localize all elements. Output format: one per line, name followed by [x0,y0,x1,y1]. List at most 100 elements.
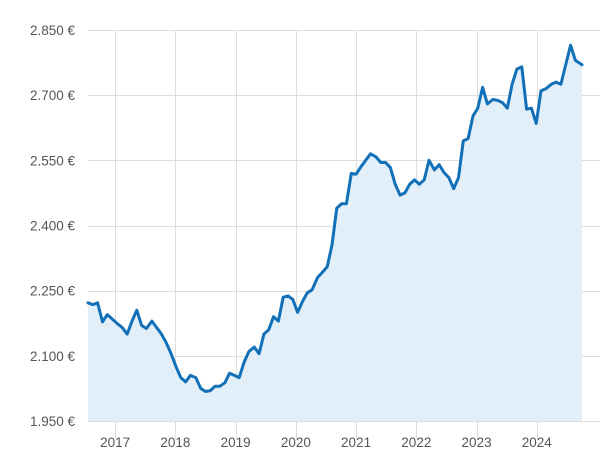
x-tick-label: 2018 [160,435,190,450]
data-point [268,329,270,331]
data-point [486,103,488,105]
data-point [301,300,303,302]
x-tick-label: 2023 [462,435,492,450]
data-point [443,171,445,173]
x-tick-label: 2022 [401,435,431,450]
data-point [263,333,265,335]
data-point [184,381,186,383]
data-point [462,140,464,142]
data-point [233,374,235,376]
data-point [131,320,133,322]
x-tick-label: 2017 [100,435,130,450]
data-point [540,90,542,92]
data-point [248,350,250,352]
data-point [228,372,230,374]
data-point [111,318,113,320]
y-tick-label: 2.250 € [30,284,76,299]
data-point [195,376,197,378]
data-point [457,177,459,179]
data-point [180,376,182,378]
data-point [438,164,440,166]
data-point [92,303,94,305]
data-point [481,86,483,88]
x-tick-label: 2020 [281,435,311,450]
series-line [86,43,584,393]
data-point [360,166,362,168]
data-point [511,83,513,85]
data-point [253,346,255,348]
x-tick-label: 2024 [522,435,553,450]
data-point [413,179,415,181]
data-point [126,333,128,335]
data-point [277,320,279,322]
data-point [569,44,571,46]
data-point [189,374,191,376]
data-point [326,266,328,268]
data-point [525,108,527,110]
data-point [340,203,342,205]
data-point [521,66,523,68]
data-point [492,98,494,100]
data-point [550,83,552,85]
data-point [219,385,221,387]
y-tick-label: 2.100 € [30,349,76,364]
data-point [384,161,386,163]
data-point [331,244,333,246]
data-point [345,203,347,205]
data-point [258,353,260,355]
data-point [506,107,508,109]
data-point [292,298,294,300]
data-point [560,83,562,85]
data-point [224,382,226,384]
data-point [453,187,455,189]
data-point [200,387,202,389]
data-point [287,295,289,297]
data-point [355,173,357,175]
data-point [380,161,382,163]
y-axis-tick-labels: 1.950 € 2.100 € 2.250 € 2.400 € 2.550 € 2.700… [30,23,76,429]
data-point [389,167,391,169]
data-point [516,68,518,70]
data-point [581,64,583,66]
data-point [497,99,499,101]
y-tick-label: 2.550 € [30,153,76,168]
data-point [296,311,298,313]
data-point [477,107,479,109]
data-point [336,207,338,209]
y-tick-label: 2.400 € [30,219,76,234]
data-point [151,320,153,322]
data-point [545,88,547,90]
data-point [175,366,177,368]
data-point [282,296,284,298]
data-point [409,183,411,185]
data-point [87,302,89,304]
data-point [365,159,367,161]
data-point [574,59,576,61]
data-point [501,101,503,103]
data-point [101,321,103,323]
y-tick-label: 2.850 € [30,23,76,38]
data-point [369,153,371,155]
data-point [170,353,172,355]
data-point [145,327,147,329]
data-point [306,292,308,294]
data-point [565,64,567,66]
data-point [535,122,537,124]
data-point [418,183,420,185]
y-tick-label: 1.950 € [30,414,76,429]
data-point [106,313,108,315]
data-point [272,316,274,318]
data-point [428,159,430,161]
data-point [433,169,435,171]
data-point [311,289,313,291]
data-point [209,389,211,391]
data-point [555,81,557,83]
data-point [399,194,401,196]
data-point [204,390,206,392]
data-point [165,342,167,344]
data-point [136,309,138,311]
data-point [121,326,123,328]
data-point [156,326,158,328]
data-point [404,192,406,194]
